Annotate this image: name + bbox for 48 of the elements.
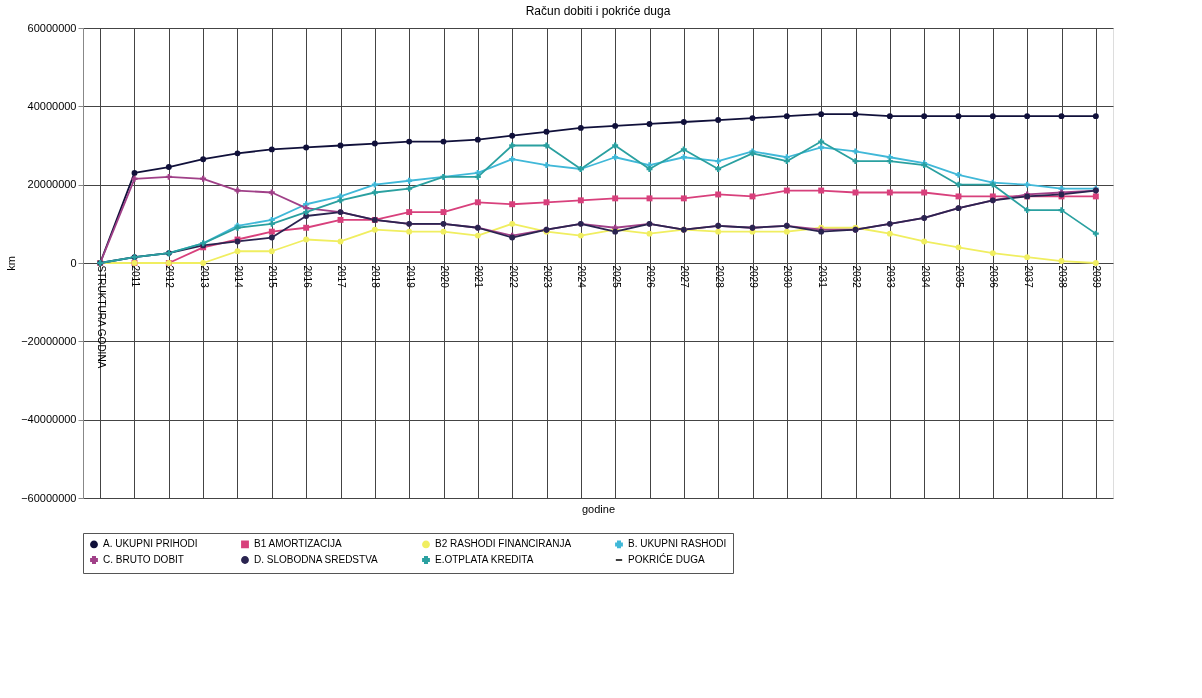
x-tick-label: 2028	[713, 265, 725, 289]
x-tick-label: 2029	[748, 265, 759, 289]
x-tick-label: 2021	[473, 265, 485, 289]
x-axis-title: godine	[581, 502, 616, 515]
x-tick-label: 2033	[885, 265, 897, 289]
legend-label: B1 AMORTIZACIJA	[254, 538, 342, 550]
legend-label: A. UKUPNI PRIHODI	[103, 538, 198, 550]
x-tick-label: 2036	[988, 265, 1000, 289]
x-tick-label: 2020	[439, 265, 450, 289]
x-tick-label: 2032	[851, 265, 862, 289]
x-tick-label: 2039	[1091, 265, 1103, 289]
x-tick-label: 2011	[130, 265, 141, 288]
chart-title: Račun dobiti i pokriće duga	[525, 4, 671, 18]
x-tick-label: 2024	[576, 265, 588, 289]
x-tick-label: 2015	[267, 265, 279, 289]
legend-label: B. UKUPNI RASHODI	[628, 538, 727, 550]
legend-label: POKRIĆE DUGA	[628, 553, 706, 565]
x-tick-label: 2018	[370, 265, 382, 289]
y-tick-label: 60000000	[27, 21, 77, 34]
legend-label: B2 RASHODI FINANCIRANJA	[435, 538, 572, 550]
y-tick-label: −60000000	[21, 491, 77, 504]
x-tick-label: 2012	[164, 265, 176, 289]
x-tick-label: 2034	[919, 265, 931, 289]
x-tick-label: 2013	[198, 265, 210, 289]
x-tick-label: 2019	[404, 265, 416, 289]
y-tick-label: 0	[70, 256, 77, 269]
y-tick-label: −40000000	[21, 413, 77, 426]
x-tick-label: 2038	[1057, 265, 1068, 289]
x-tick-label: 2027	[679, 265, 691, 289]
x-tick-label: 2022	[507, 265, 519, 289]
x-tick-label: 2026	[645, 265, 656, 289]
x-tick-label: 2031	[816, 265, 828, 289]
y-axis-title: km	[5, 256, 18, 271]
x-tick-label: 2014	[233, 265, 244, 289]
y-tick-label: 40000000	[27, 99, 77, 112]
legend-label: E.OTPLATA KREDITA	[435, 554, 534, 565]
x-tick-label: 2016	[301, 265, 313, 289]
y-tick-label: 20000000	[27, 178, 77, 191]
x-tick-label: 2025	[610, 265, 622, 289]
legend-label: C. BRUTO DOBIT	[103, 554, 184, 565]
x-tick-label: 2030	[782, 265, 794, 289]
x-tick-label: 2023	[542, 265, 553, 289]
y-tick-label: −20000000	[21, 334, 77, 347]
x-tick-label: 2035	[954, 265, 965, 289]
x-tick-label: STRUKTURA GODINA	[95, 265, 107, 369]
legend-label: D. SLOBODNA SREDSTVA	[254, 554, 379, 565]
x-tick-label: 2037	[1022, 265, 1034, 289]
x-tick-label: 2017	[336, 265, 347, 289]
